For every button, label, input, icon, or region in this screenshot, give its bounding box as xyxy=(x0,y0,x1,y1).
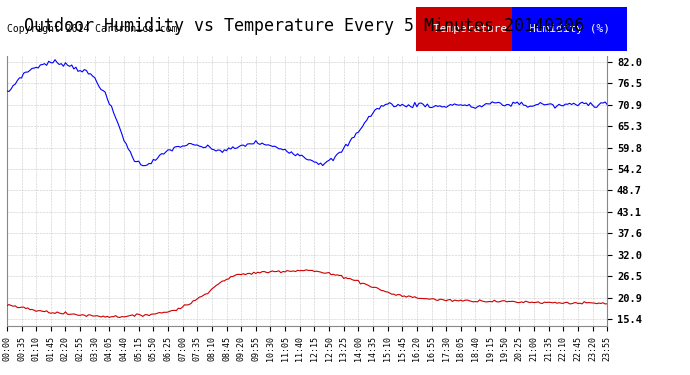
Text: Temperature (°F): Temperature (°F) xyxy=(433,24,541,34)
Text: Outdoor Humidity vs Temperature Every 5 Minutes 20140306: Outdoor Humidity vs Temperature Every 5 … xyxy=(23,17,584,35)
Text: Humidity (%): Humidity (%) xyxy=(529,24,610,34)
Text: Copyright 2014 Cartronics.com: Copyright 2014 Cartronics.com xyxy=(7,24,177,34)
